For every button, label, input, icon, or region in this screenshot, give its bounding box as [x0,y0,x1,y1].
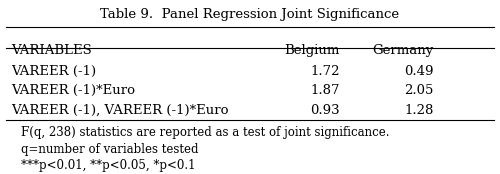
Text: F(q, 238) statistics are reported as a test of joint significance.: F(q, 238) statistics are reported as a t… [22,126,390,139]
Text: VAREER (-1): VAREER (-1) [12,65,96,78]
Text: 0.93: 0.93 [310,104,340,117]
Text: ***p<0.01, **p<0.05, *p<0.1: ***p<0.01, **p<0.05, *p<0.1 [22,159,196,172]
Text: 1.72: 1.72 [310,65,340,78]
Text: VAREER (-1), VAREER (-1)*Euro: VAREER (-1), VAREER (-1)*Euro [12,104,229,117]
Text: Belgium: Belgium [284,44,340,57]
Text: 2.05: 2.05 [404,84,434,97]
Text: Table 9.  Panel Regression Joint Significance: Table 9. Panel Regression Joint Signific… [100,8,400,21]
Text: q=number of variables tested: q=number of variables tested [22,143,199,156]
Text: VAREER (-1)*Euro: VAREER (-1)*Euro [12,84,136,97]
Text: Germany: Germany [372,44,434,57]
Text: VARIABLES: VARIABLES [12,44,92,57]
Text: 1.87: 1.87 [310,84,340,97]
Text: 0.49: 0.49 [404,65,434,78]
Text: 1.28: 1.28 [404,104,434,117]
